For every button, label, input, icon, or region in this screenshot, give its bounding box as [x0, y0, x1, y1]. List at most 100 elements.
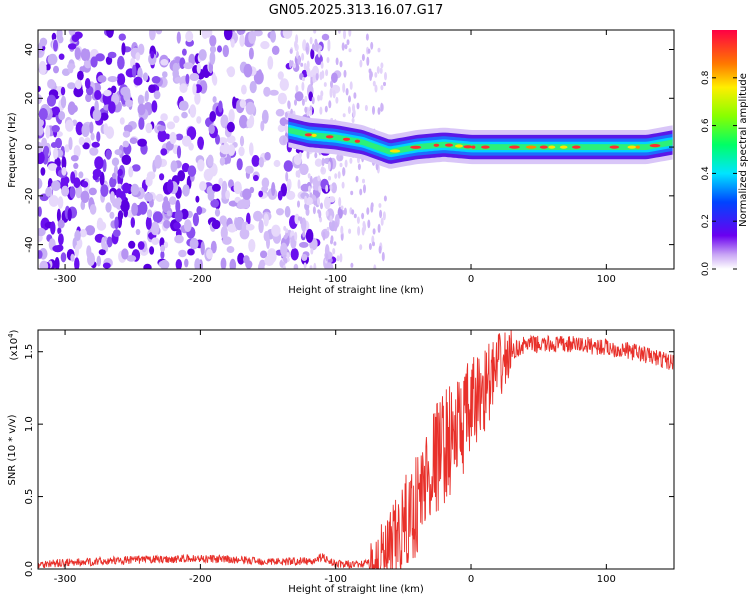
- heatmap-cell: [122, 130, 131, 138]
- heatmap-cell: [89, 204, 97, 215]
- heatmap-cell: [315, 73, 319, 81]
- heatmap-cell: [345, 88, 349, 96]
- heatmap-cell: [94, 90, 102, 100]
- heatmap-cell: [330, 80, 333, 89]
- heatmap-cell: [60, 95, 67, 109]
- heatmap-cell: [91, 141, 100, 148]
- heatmap-cell: [380, 102, 384, 113]
- heatmap-cell: [88, 187, 97, 196]
- heatmap-cell: [95, 53, 105, 62]
- heatmap-cell: [137, 103, 146, 116]
- heatmap-cell: [239, 135, 245, 147]
- heatmap-cell: [342, 82, 346, 93]
- heatmap-cell: [154, 154, 162, 169]
- heatmap-cell: [258, 219, 264, 234]
- heatmap-cell: [344, 159, 348, 168]
- heatmap-cell: [331, 72, 338, 84]
- heatmap-cell: [173, 222, 181, 230]
- heatmap-cell: [380, 217, 384, 226]
- heatmap-cell: [196, 116, 202, 124]
- x-tick-label: -200: [189, 274, 212, 285]
- heatmap-cell: [261, 177, 270, 189]
- heatmap-cell: [353, 92, 357, 99]
- heatmap-cell: [131, 164, 141, 172]
- heatmap-cell: [343, 207, 347, 216]
- heatmap-cell: [290, 248, 299, 261]
- heatmap-cell: [348, 95, 351, 103]
- heatmap-cell: [185, 73, 190, 85]
- heatmap-cell: [275, 108, 285, 117]
- heatmap-cell: [380, 85, 384, 91]
- heatmap-cell: [85, 225, 96, 236]
- heatmap-cell: [381, 251, 385, 262]
- y-tick-label: 1.5: [24, 344, 35, 360]
- heatmap-cell: [361, 212, 365, 220]
- heatmap-cell: [376, 66, 380, 74]
- heatmap-cell: [260, 120, 265, 132]
- heatmap-cell: [189, 73, 200, 81]
- heatmap-cell: [151, 237, 160, 245]
- heatmap-cell: [67, 82, 76, 90]
- heatmap-cell: [179, 83, 188, 94]
- heatmap-cell: [102, 262, 111, 269]
- colorbar-ticks: 0.0 0.2 0.4 0.6 0.8: [701, 70, 737, 276]
- heatmap-cell: [90, 132, 95, 141]
- snr-background: [38, 330, 674, 569]
- heatmap-cell: [81, 181, 89, 188]
- heatmap-cell: [225, 190, 231, 200]
- heatmap-cell: [234, 217, 244, 231]
- heatmap-hotspot: [525, 145, 537, 149]
- heatmap-cell: [220, 114, 229, 129]
- heatmap-cell: [100, 184, 109, 197]
- heatmap-cell: [209, 45, 217, 54]
- heatmap-cell: [174, 234, 184, 244]
- heatmap-cell: [74, 257, 80, 269]
- heatmap-hotspot: [627, 145, 637, 149]
- heatmap-cell: [380, 62, 384, 69]
- heatmap-cell: [80, 190, 90, 203]
- heatmap-cell: [81, 123, 90, 138]
- heatmap-cell: [329, 87, 333, 98]
- heatmap-cell: [96, 255, 102, 267]
- heatmap-cell: [309, 265, 313, 269]
- heatmap-hotspot: [455, 144, 463, 148]
- heatmap-hotspot: [410, 145, 422, 149]
- heatmap-cell: [103, 89, 112, 97]
- heatmap-cell: [135, 228, 141, 236]
- y-tick-label: 1.0: [24, 416, 35, 432]
- heatmap-cell: [220, 257, 227, 269]
- heatmap-cell: [327, 161, 331, 171]
- heatmap-cell: [178, 100, 189, 111]
- heatmap-cell: [94, 156, 104, 170]
- heatmap-cell: [320, 61, 324, 69]
- heatmap-cell: [87, 252, 95, 266]
- heatmap-cell: [38, 177, 43, 190]
- heatmap-cell: [309, 36, 313, 45]
- heatmap-cell: [138, 201, 148, 215]
- heatmap-cell: [293, 263, 299, 269]
- heatmap-cell: [370, 41, 374, 50]
- heatmap-cell: [129, 137, 138, 144]
- heatmap-cell: [47, 53, 58, 65]
- heatmap-cell: [38, 94, 43, 105]
- heatmap-cell: [324, 262, 334, 269]
- heatmap-cell: [277, 190, 283, 201]
- heatmap-cell: [74, 79, 82, 90]
- heatmap-cell: [77, 70, 84, 81]
- heatmap-cell: [144, 192, 154, 202]
- heatmap-cell: [297, 216, 301, 221]
- heatmap-cell: [334, 173, 338, 179]
- heatmap-cell: [56, 30, 63, 40]
- heatmap-x-axis-label: Height of straight line (km): [288, 285, 424, 296]
- heatmap-cell: [166, 121, 176, 130]
- heatmap-cell: [187, 165, 197, 177]
- heatmap-cell: [343, 30, 346, 40]
- heatmap-cell: [117, 55, 125, 70]
- heatmap-cell: [162, 71, 168, 78]
- heatmap-cell: [163, 196, 169, 204]
- heatmap-cell: [339, 154, 343, 161]
- heatmap-cell: [335, 96, 339, 104]
- heatmap-cell: [349, 157, 353, 164]
- heatmap-cell: [337, 206, 343, 219]
- heatmap-cell: [318, 185, 322, 193]
